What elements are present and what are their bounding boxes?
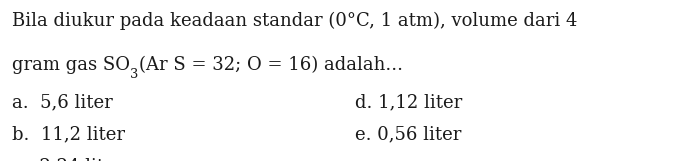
Text: d. 1,12 liter: d. 1,12 liter: [355, 93, 462, 111]
Text: (Ar S = 32; O = 16) adalah...: (Ar S = 32; O = 16) adalah...: [138, 56, 402, 74]
Text: c.  2,24 liter: c. 2,24 liter: [12, 158, 123, 161]
Text: e. 0,56 liter: e. 0,56 liter: [355, 126, 461, 144]
Text: b.  11,2 liter: b. 11,2 liter: [12, 126, 125, 144]
Text: a.  5,6 liter: a. 5,6 liter: [12, 93, 113, 111]
Text: gram gas SO: gram gas SO: [12, 56, 130, 74]
Text: 3: 3: [130, 68, 138, 81]
Text: Bila diukur pada keadaan standar (0°C, 1 atm), volume dari 4: Bila diukur pada keadaan standar (0°C, 1…: [12, 11, 578, 29]
